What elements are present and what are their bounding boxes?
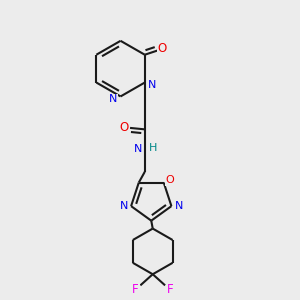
Text: N: N [175,201,183,211]
Text: F: F [132,283,139,296]
Text: O: O [119,121,129,134]
Text: N: N [119,201,128,211]
Text: N: N [109,94,117,104]
Text: H: H [149,143,157,153]
Text: N: N [148,80,156,91]
Text: O: O [166,175,175,185]
Text: F: F [167,283,173,296]
Text: N: N [134,144,142,154]
Text: O: O [158,42,167,56]
